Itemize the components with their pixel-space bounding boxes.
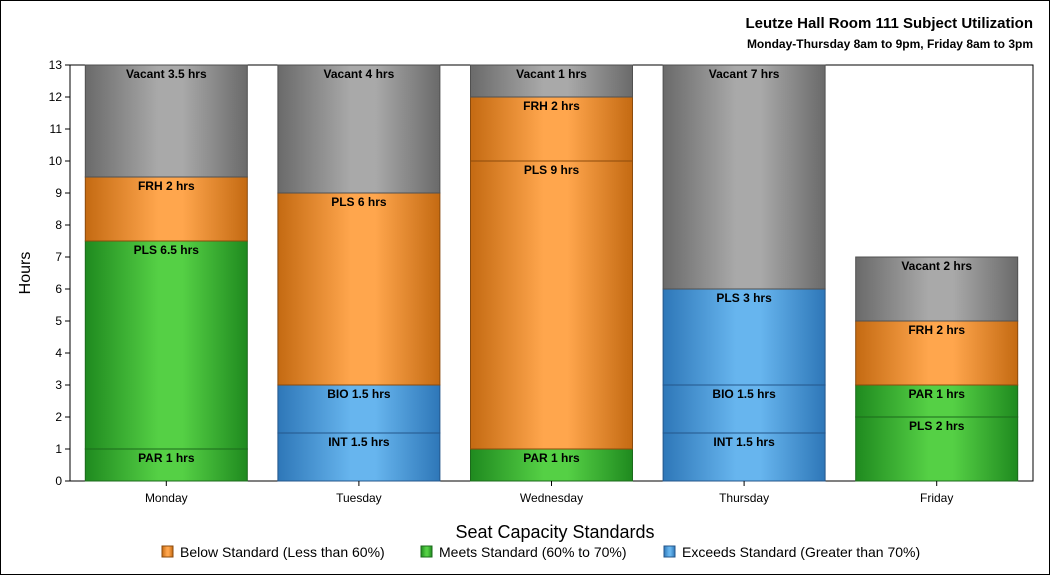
segment-label: Vacant 7 hrs — [709, 67, 780, 81]
y-tick-label: 2 — [55, 410, 62, 424]
segment-label: Vacant 1 hrs — [516, 67, 587, 81]
segment-label: BIO 1.5 hrs — [327, 387, 391, 401]
segment-label: PAR 1 hrs — [908, 387, 965, 401]
bar-segment — [470, 160, 633, 450]
segment-label: FRH 2 hrs — [908, 323, 965, 337]
x-tick-label: Thursday — [719, 491, 769, 505]
bar-segment — [855, 384, 1019, 418]
bar-segment — [470, 64, 633, 98]
bar-monday: PAR 1 hrs PLS 6.5 hrs FRH 2 hrs Vacant 3.5 … — [84, 64, 248, 482]
bar-segment — [277, 64, 441, 194]
legend-label-below: Below Standard (Less than 60%) — [180, 544, 385, 560]
y-tick-label: 3 — [55, 378, 62, 392]
legend-label-meets: Meets Standard (60% to 70%) — [439, 544, 627, 560]
legend-swatch-meets — [420, 545, 433, 558]
legend-swatch-exceeds — [663, 545, 676, 558]
bar-wednesday: PAR 1 hrs PLS 9 hrs FRH 2 hrs Vacant 1 hrs — [470, 64, 633, 482]
segment-label: FRH 2 hrs — [138, 179, 195, 193]
x-tick-label: Wednesday — [520, 491, 583, 505]
legend-swatch-below — [161, 545, 174, 558]
y-tick-label: 0 — [55, 474, 62, 488]
x-tick-label: Monday — [145, 491, 188, 505]
legend-title: Seat Capacity Standards — [455, 522, 654, 542]
segment-label: PLS 9 hrs — [524, 163, 580, 177]
segment-label: PLS 6 hrs — [331, 195, 387, 209]
bar-segment — [855, 416, 1019, 482]
bar-segment — [277, 384, 441, 434]
segment-label: PAR 1 hrs — [523, 451, 580, 465]
y-tick-label: 8 — [55, 218, 62, 232]
bar-segment — [855, 256, 1019, 322]
y-tick-label: 6 — [55, 282, 62, 296]
bar-segment — [662, 64, 826, 290]
bar-segment — [855, 320, 1019, 386]
segment-label: Vacant 4 hrs — [324, 67, 395, 81]
segment-label: Vacant 2 hrs — [901, 259, 972, 273]
segment-label: BIO 1.5 hrs — [712, 387, 776, 401]
y-tick-label: 7 — [55, 250, 62, 264]
bar-segment — [84, 240, 248, 450]
x-tick-label: Tuesday — [336, 491, 382, 505]
y-tick-label: 11 — [50, 122, 63, 136]
segment-label: Vacant 3.5 hrs — [126, 67, 207, 81]
chart-subtitle: Monday-Thursday 8am to 9pm, Friday 8am t… — [747, 37, 1033, 51]
y-tick-label: 12 — [49, 90, 63, 104]
legend: Seat Capacity Standards Below Standard (L… — [161, 522, 920, 560]
bar-segment — [84, 448, 248, 482]
segment-label: PAR 1 hrs — [138, 451, 195, 465]
bar-segment — [84, 176, 248, 242]
bar-tuesday: INT 1.5 hrs BIO 1.5 hrs PLS 6 hrs Vacant 4 … — [277, 64, 441, 482]
bar-friday: PLS 2 hrs PAR 1 hrs FRH 2 hrs Vacant 2 hrs — [855, 256, 1019, 482]
segment-label: PLS 2 hrs — [909, 419, 965, 433]
segment-label: INT 1.5 hrs — [328, 435, 390, 449]
bar-segment — [84, 64, 248, 178]
y-axis-title: Hours — [17, 252, 34, 295]
segment-label: PLS 6.5 hrs — [134, 243, 200, 257]
bar-segment — [277, 192, 441, 386]
y-tick-label: 13 — [49, 58, 63, 72]
y-tick-label: 9 — [55, 186, 62, 200]
bar-segment — [470, 96, 633, 162]
bar-segment — [662, 288, 826, 386]
y-tick-label: 5 — [55, 314, 62, 328]
chart-title: Leutze Hall Room 111 Subject Utilization — [745, 15, 1033, 32]
legend-label-exceeds: Exceeds Standard (Greater than 70%) — [682, 544, 920, 560]
segment-label: PLS 3 hrs — [716, 291, 772, 305]
segment-label: FRH 2 hrs — [523, 99, 580, 113]
y-tick-label: 4 — [55, 346, 62, 360]
bar-thursday: INT 1.5 hrs BIO 1.5 hrs PLS 3 hrs Vacant 7 … — [662, 64, 826, 482]
x-tick-label: Friday — [920, 491, 953, 505]
y-tick-label: 1 — [55, 442, 62, 456]
segment-label: INT 1.5 hrs — [713, 435, 775, 449]
y-tick-label: 10 — [49, 154, 63, 168]
